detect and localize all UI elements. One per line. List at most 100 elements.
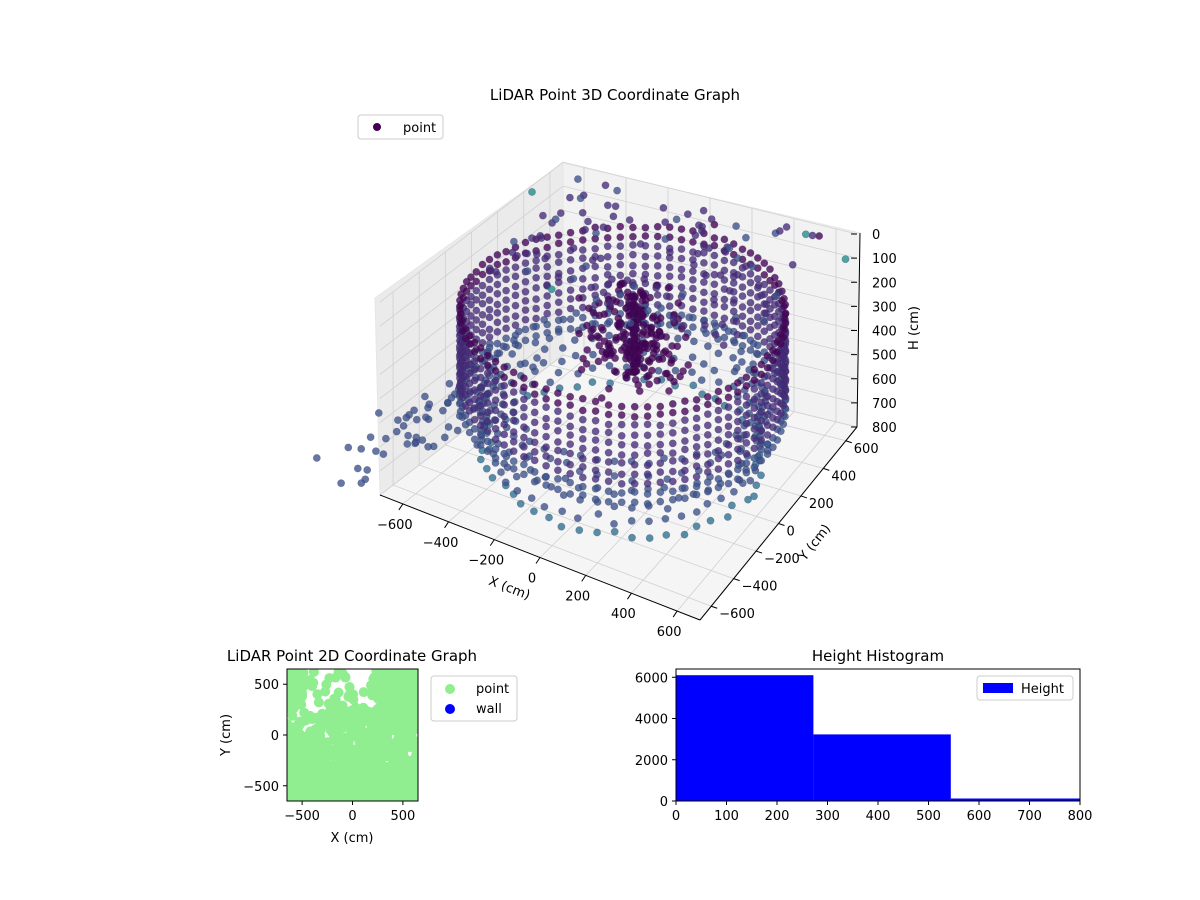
plot3d-point <box>692 472 701 481</box>
plot3d-point <box>724 440 733 449</box>
plot3d-point <box>508 350 517 358</box>
plot3d-point <box>476 411 485 420</box>
plot3d-point <box>485 296 494 305</box>
plot3d-point <box>750 463 759 472</box>
plot3d-point <box>746 317 755 326</box>
plot3d-point <box>603 270 612 279</box>
plot3d-point <box>591 273 600 282</box>
plot2d-ticks: −500 −500 0 0 500 500 <box>243 678 415 824</box>
plot3d-point <box>491 416 500 425</box>
plot3d-point <box>757 471 765 480</box>
plot3d-point <box>656 402 665 411</box>
plot3d-point <box>656 488 665 496</box>
plot3d-point <box>690 260 698 269</box>
plot2d-point <box>312 774 323 785</box>
plot2d-point <box>358 714 369 725</box>
plot3d-point <box>566 460 575 469</box>
plot3d-point <box>610 520 618 528</box>
plot3d-legend-marker <box>373 123 381 131</box>
plot3d-point <box>569 274 578 283</box>
plot3d-point <box>689 275 697 284</box>
plot3d-point <box>714 415 723 424</box>
plot3d-point <box>603 233 612 242</box>
plot2d-point <box>398 737 409 748</box>
plot3d-point <box>668 456 677 465</box>
plot3d-point <box>587 283 596 292</box>
plot3d-point <box>695 221 703 230</box>
plot3d-point <box>516 499 525 508</box>
plot3d-point <box>402 413 411 422</box>
plot3d-point <box>697 376 706 384</box>
plot3d-point <box>638 296 646 305</box>
plot3d-point <box>575 329 583 338</box>
plot3d-point <box>540 315 548 324</box>
plot3d-point <box>591 262 600 271</box>
plot3d-point <box>683 210 692 219</box>
plot3d-point <box>530 428 539 437</box>
plot3d-point <box>676 372 684 381</box>
plot3d-point <box>554 438 562 446</box>
plot3d-point <box>750 404 759 412</box>
plot3d-point <box>744 495 752 504</box>
plot3d-point <box>353 464 362 473</box>
plot2d-ytick-label: 0 <box>271 729 279 744</box>
plot2d-point <box>406 793 417 801</box>
plot3d-point <box>629 241 637 249</box>
histogram-legend-label: Height <box>1021 682 1064 697</box>
plot3d-point <box>421 413 430 422</box>
plot3d-point <box>733 434 742 443</box>
plot3d-point <box>774 279 783 288</box>
plot3d-point <box>520 412 528 421</box>
plot3d-point <box>753 313 762 321</box>
plot2d-legend-label-point: point <box>476 682 509 697</box>
plot3d-point <box>636 240 645 248</box>
plot2d-point <box>300 715 311 726</box>
plot3d-point <box>733 456 742 465</box>
histogram-bar <box>813 734 951 801</box>
plot3d-point <box>540 345 549 354</box>
plot3d-point <box>578 462 587 471</box>
plot3d-point <box>528 188 536 196</box>
plot3d-ztick-label: 0 <box>872 228 880 243</box>
plot2d-ytick-label: 500 <box>254 678 279 693</box>
plot3d-point <box>554 258 563 267</box>
plot3d-point <box>438 406 447 415</box>
plot3d-point <box>750 434 759 442</box>
plot3d-point <box>371 447 380 456</box>
plot3d-point <box>485 313 494 322</box>
plot2d-point <box>299 707 310 718</box>
plot3d-point <box>681 484 689 492</box>
plot3d-point <box>700 242 708 251</box>
plot3d-point <box>689 381 698 390</box>
plot3d-point <box>724 450 733 459</box>
plot3d-point <box>478 281 487 290</box>
plot3d-point <box>584 217 592 226</box>
plot3d-point <box>692 395 701 404</box>
plot3d-point <box>467 312 475 320</box>
plot3d-point <box>379 450 388 458</box>
plot3d-point <box>578 473 587 482</box>
plot3d-point <box>554 457 562 466</box>
plot3d-point <box>571 351 580 360</box>
plot3d-point <box>476 364 485 373</box>
plot3d-point <box>681 494 689 503</box>
plot3d-point <box>699 360 708 368</box>
plot3d-point <box>659 203 668 212</box>
plot2d-point <box>395 788 406 798</box>
plot3d-point <box>500 363 509 372</box>
plot3d-gridline-z <box>379 330 858 472</box>
plot3d-point <box>711 330 720 339</box>
plot3d-point <box>703 499 712 508</box>
plot3d-point <box>521 315 530 324</box>
plot2d-point <box>324 760 335 771</box>
plot3d-point <box>746 298 755 307</box>
plot2d-point <box>367 780 378 791</box>
plot3d-point <box>532 273 540 282</box>
plot3d-point <box>733 417 742 426</box>
plot3d-point <box>575 294 583 302</box>
plot3d-point <box>763 410 772 419</box>
plot3d-point <box>742 419 751 428</box>
plot3d-point <box>530 398 539 407</box>
plot3d-point <box>640 340 649 348</box>
plot2d-point <box>293 736 304 747</box>
